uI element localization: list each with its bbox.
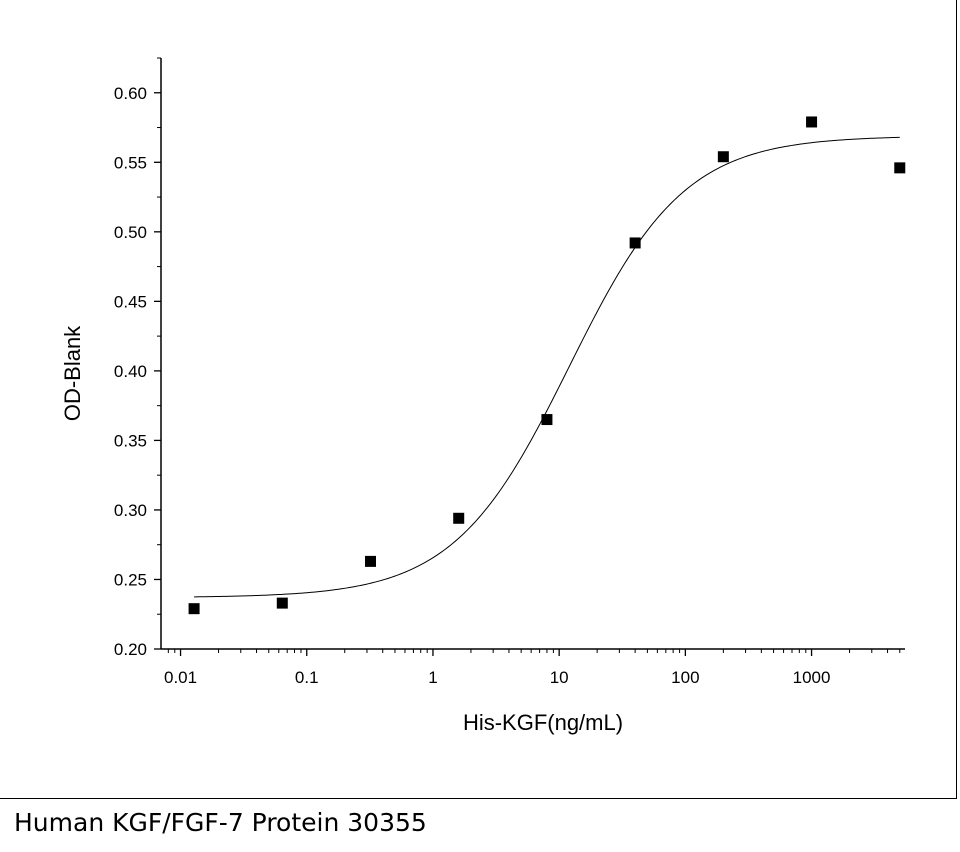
y-tick-label: 0.25 (114, 570, 147, 589)
y-axis-label: OD-Blank (60, 325, 85, 421)
data-point (717, 151, 729, 163)
data-point (188, 603, 200, 615)
y-tick-label: 0.55 (114, 153, 147, 172)
y-tick-label: 0.50 (114, 223, 147, 242)
data-point (629, 237, 641, 249)
data-point (541, 414, 553, 426)
y-tick-label: 0.35 (114, 431, 147, 450)
x-tick-label: 100 (671, 668, 699, 687)
y-tick-label: 0.45 (114, 292, 147, 311)
y-tick-label: 0.60 (114, 84, 147, 103)
x-tick-label: 1 (428, 668, 437, 687)
x-tick-label: 0.01 (164, 668, 197, 687)
chart-frame (0, 0, 957, 799)
x-tick-label: 1000 (793, 668, 831, 687)
x-axis-label: His-KGF(ng/mL) (463, 710, 623, 735)
data-point (276, 597, 288, 609)
y-tick-label: 0.20 (114, 640, 147, 659)
x-tick-label: 0.1 (295, 668, 319, 687)
y-tick-label: 0.40 (114, 362, 147, 381)
data-point (806, 116, 818, 128)
fit-curve (194, 136, 900, 598)
data-point (453, 512, 465, 524)
figure-caption: Human KGF/FGF-7 Protein 30355 (14, 808, 427, 837)
data-point (365, 555, 377, 567)
x-tick-label: 10 (550, 668, 569, 687)
dose-response-chart: 0.20 0.25 0.30 0.35 0.40 0.45 0.50 0.55 0.60 0.01… (60, 57, 906, 735)
y-tick-label: 0.30 (114, 501, 147, 520)
data-point (894, 162, 906, 174)
